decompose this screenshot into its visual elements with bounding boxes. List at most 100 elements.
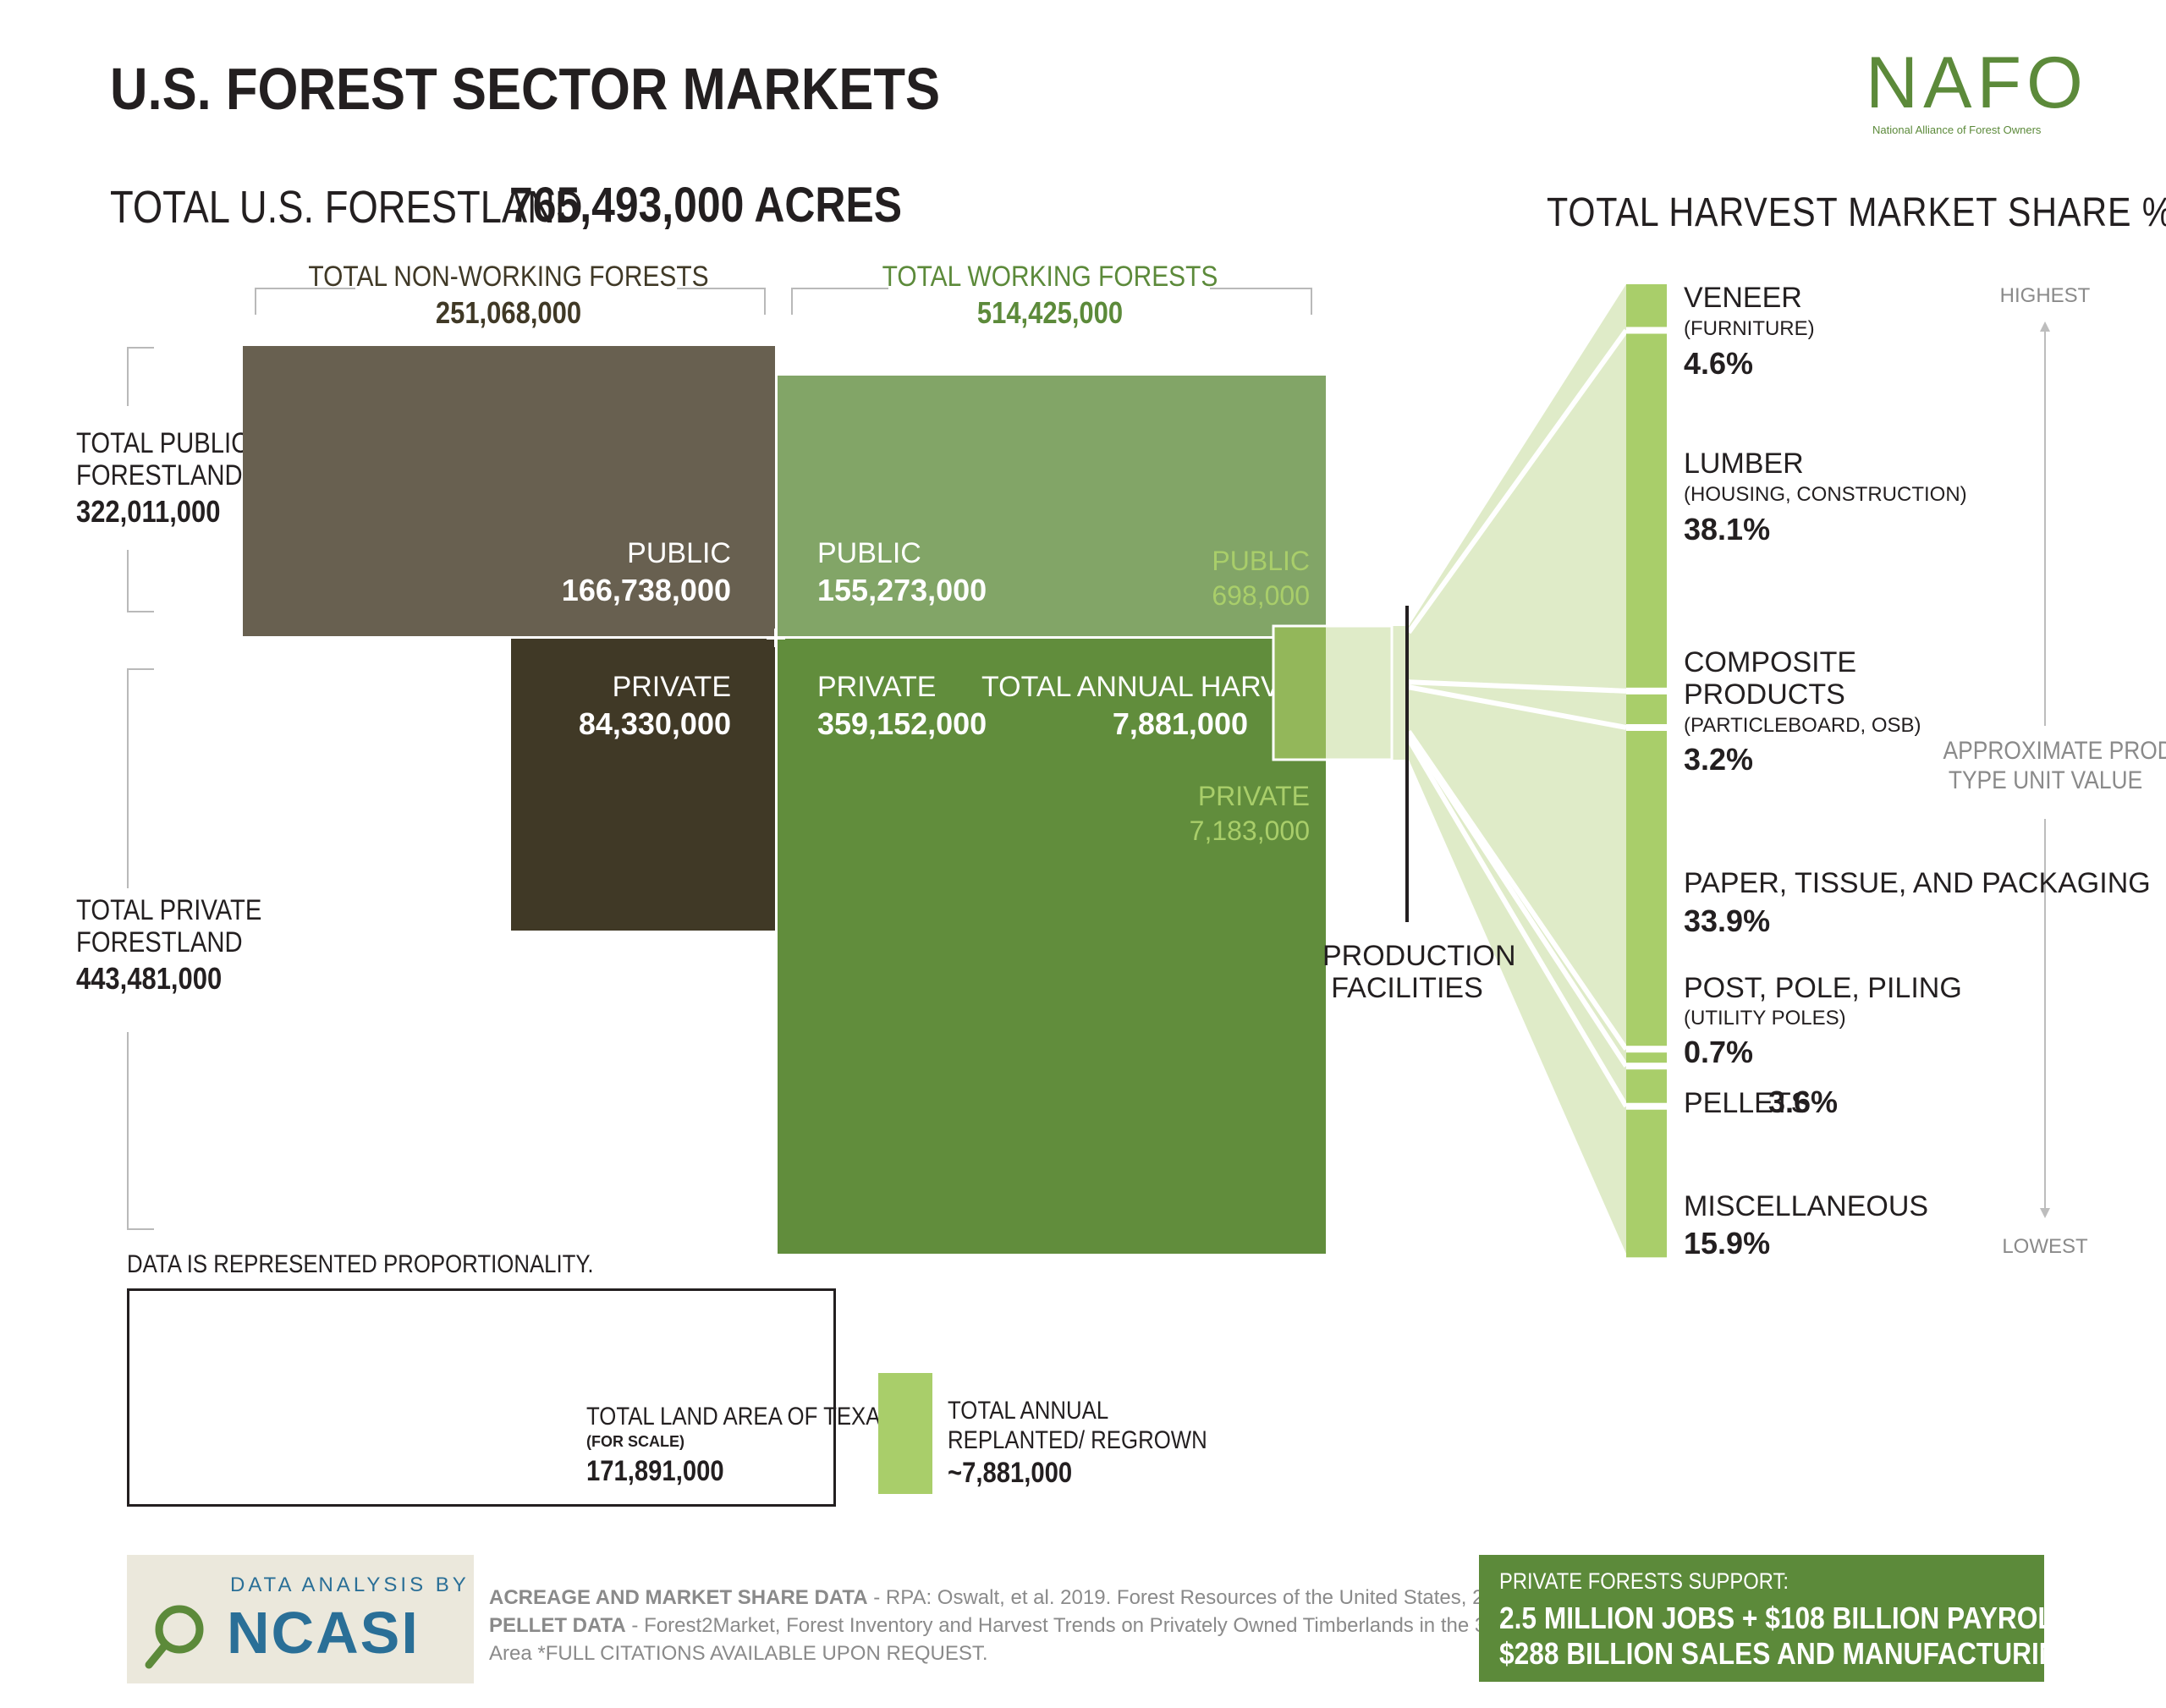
fan-separator-line (1406, 732, 1629, 1068)
w-private-label: PRIVATE (817, 671, 937, 703)
total-forestland-label: TOTAL U.S. FORESTLAND (110, 182, 583, 233)
product-pellets-name: PELLETS (1684, 1087, 1811, 1119)
scale-arrow-down (2040, 1208, 2050, 1218)
nafo-logo: NAFO National Alliance of Forest Owners (1866, 47, 2083, 140)
production-facilities-line2: FACILITIES (1331, 972, 1483, 1004)
public-total-label-2: FORESTLAND (76, 459, 243, 492)
harvest-private-label: PRIVATE (1197, 781, 1310, 811)
fan-separator-line (1406, 729, 1629, 1051)
sources-line2-text: - Forest2Market, Forest Inventory and Ha… (625, 1614, 1608, 1637)
working-value: 514,425,000 (976, 295, 1124, 330)
replanted-line2: REPLANTED/ REGROWN (948, 1426, 1207, 1454)
sources-line1-bold: ACREAGE AND MARKET SHARE DATA (489, 1586, 868, 1609)
product-bar-segment (1626, 1069, 1667, 1103)
page-title: U.S. FOREST SECTOR MARKETS (110, 56, 941, 122)
support-label: PRIVATE FORESTS SUPPORT: (1499, 1568, 1789, 1594)
production-facilities-line1: PRODUCTION (1322, 940, 1516, 972)
sources-line2-bold: PELLET DATA (489, 1614, 626, 1637)
harvest-public-value: 698,000 (1212, 580, 1310, 611)
fan-separator-line (1406, 738, 1629, 1108)
product-post-value: 0.7% (1684, 1035, 1754, 1069)
fan-separator-line (1408, 679, 1627, 694)
nw-public-value: 166,738,000 (561, 573, 731, 607)
sources-line1: ACREAGE AND MARKET SHARE DATA - RPA: Osw… (489, 1588, 1523, 1608)
product-bars (1626, 284, 1667, 1258)
product-post-sub: (UTILITY POLES) (1684, 1007, 1846, 1030)
product-bar-segment (1626, 694, 1667, 724)
fan-separator-line (1406, 328, 1629, 634)
product-post-name: POST, POLE, PILING (1684, 972, 1962, 1004)
product-bar-segment (1626, 1109, 1667, 1258)
nw-private-label: PRIVATE (612, 671, 731, 703)
product-paper-name: PAPER, TISSUE, AND PACKAGING (1684, 867, 2151, 899)
product-composite-value: 3.2% (1684, 742, 1754, 777)
scale-high-label: HIGHEST (1999, 284, 2091, 307)
harvest-share-title: TOTAL HARVEST MARKET SHARE % (1547, 190, 2166, 235)
non-working-public-block (243, 346, 775, 636)
public-total-label-1: TOTAL PUBLIC (76, 427, 250, 459)
ncasi-box (127, 1555, 474, 1683)
nafo-logo-subtitle: National Alliance of Forest Owners (1872, 124, 2042, 136)
support-box (1479, 1555, 2044, 1682)
product-veneer-sub: (FURNITURE) (1684, 317, 1815, 340)
ncasi-name: NCASI (227, 1600, 420, 1666)
non-working-private-block (511, 639, 775, 931)
support-line2: $288 BILLION SALES AND MANUFACTURING (1499, 1636, 2080, 1671)
sources-line1-text: - RPA: Oswalt, et al. 2019. Forest Resou… (867, 1586, 1524, 1609)
proportional-note: DATA IS REPRESENTED PROPORTIONALITY. (127, 1250, 594, 1278)
nw-private-value: 84,330,000 (578, 706, 731, 741)
product-pellets-value: 3.6% (1768, 1085, 1839, 1119)
ncasi-top: DATA ANALYSIS BY (230, 1573, 470, 1596)
working-label: TOTAL WORKING FORESTS (882, 261, 1218, 293)
product-veneer-name: VENEER (1684, 282, 1802, 314)
working-public-block (778, 376, 1326, 636)
product-lumber-value: 38.1% (1684, 512, 1771, 546)
w-public-value: 155,273,000 (817, 573, 987, 607)
non-working-value: 251,068,000 (435, 295, 582, 330)
harvest-public-label: PUBLIC (1212, 546, 1310, 576)
replanted-swatch (878, 1373, 932, 1494)
product-bar-segment (1626, 284, 1667, 327)
texas-value: 171,891,000 (586, 1455, 724, 1487)
public-total-value: 322,011,000 (76, 494, 221, 529)
nw-public-label: PUBLIC (627, 537, 731, 569)
product-veneer-value: 4.6% (1684, 346, 1754, 381)
scale-arrow-up (2040, 321, 2050, 332)
private-total-value: 443,481,000 (76, 961, 223, 996)
fan-separator-line (1408, 684, 1627, 730)
private-total-label-1: TOTAL PRIVATE (76, 894, 262, 926)
product-misc-name: MISCELLANEOUS (1684, 1190, 1929, 1222)
scale-label-2: TYPE UNIT VALUE (1948, 766, 2143, 794)
non-working-label: TOTAL NON-WORKING FORESTS (308, 261, 709, 293)
product-lumber-sub: (HOUSING, CONSTRUCTION) (1684, 483, 1967, 506)
total-forestland-value: 765,493,000 ACRES (509, 178, 902, 233)
scale-label-1: APPROXIMATE PRODUCT (1943, 737, 2166, 765)
working-private-block (778, 639, 1326, 1254)
scale-low-label: LOWEST (2002, 1235, 2088, 1258)
product-composite-name2: PRODUCTS (1684, 678, 1845, 711)
ncasi-leaf-icon (155, 1605, 204, 1654)
harvest-private-value: 7,183,000 (1189, 816, 1310, 846)
product-composite-name: COMPOSITE (1684, 646, 1857, 678)
harvest-box (1273, 626, 1326, 760)
sources-line3: Area *FULL CITATIONS AVAILABLE UPON REQU… (489, 1642, 988, 1665)
private-total-label-2: FORESTLAND (76, 926, 243, 958)
support-line1: 2.5 MILLION JOBS + $108 BILLION PAYROLL (1499, 1601, 2071, 1635)
w-public-label: PUBLIC (817, 537, 921, 569)
texas-box (127, 1288, 836, 1507)
texas-sub: (FOR SCALE) (586, 1433, 684, 1450)
product-lumber-name: LUMBER (1684, 448, 1804, 480)
nafo-logo-text: NAFO (1866, 42, 2088, 124)
texas-label: TOTAL LAND AREA OF TEXAS (586, 1403, 895, 1431)
product-bar-segment (1626, 1052, 1667, 1063)
product-composite-sub: (PARTICLEBOARD, OSB) (1684, 714, 1921, 737)
product-paper-value: 33.9% (1684, 903, 1771, 938)
product-bar-segment (1626, 333, 1667, 688)
w-private-value: 359,152,000 (817, 706, 987, 741)
product-bar-segment (1626, 730, 1667, 1046)
harvest-box-outline (1272, 624, 1394, 761)
replanted-line1: TOTAL ANNUAL (948, 1397, 1109, 1425)
sources-line2: PELLET DATA - Forest2Market, Forest Inve… (489, 1616, 1608, 1636)
